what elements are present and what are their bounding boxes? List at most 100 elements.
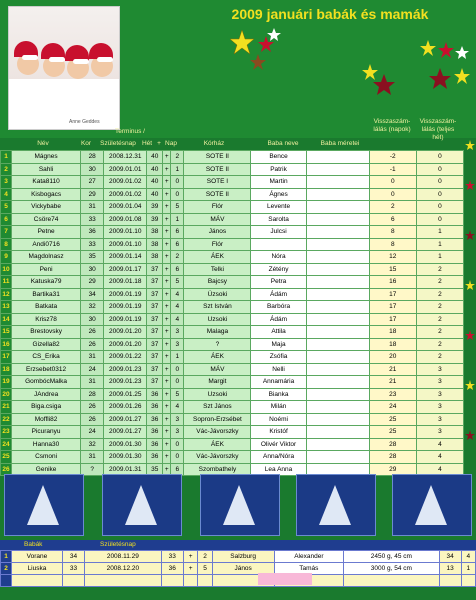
plus-sign: + (162, 375, 172, 389)
row-number: 6 (0, 212, 13, 226)
mothers-table: 1 Mágnes 28 2008.12.31 40 +2 SOTE II Bence -2 0 2 S… (0, 150, 465, 476)
hospital: Vác-Jávorszky (183, 425, 252, 439)
countdown-days: -2 (368, 150, 417, 164)
blanket (9, 79, 119, 129)
baby-size (305, 300, 370, 314)
baby-name: Noémi (250, 412, 307, 426)
empty-cell (182, 574, 199, 587)
due-date: 2009.01.14 (103, 250, 148, 264)
empty-cell (84, 574, 162, 587)
mother-age: 36 (80, 225, 105, 239)
table-row: 21 Biga.csiga 26 2009.01.26 36 +4 Szt János Mil… (0, 400, 465, 414)
week: 38 (146, 225, 164, 239)
table-row: 22 Moffli82 26 2009.01.27 36 +3 Sopron-Erzsébe… (0, 412, 465, 426)
day: 4 (170, 300, 185, 314)
mother-age: 31 (80, 375, 105, 389)
due-date: 2009.01.23 (103, 375, 148, 389)
countdown-days: 2 (368, 200, 417, 214)
countdown-weeks: 0 (415, 212, 465, 226)
day: 6 (170, 237, 185, 251)
row-number: 21 (0, 400, 13, 414)
baby-name: Barbóra (250, 300, 307, 314)
row-number: 4 (0, 187, 13, 201)
countdown-weeks: 4 (415, 450, 465, 464)
mother-name: GombócMalka (11, 375, 82, 389)
baby-name: Ádám (250, 312, 307, 326)
due-date: 2009.01.20 (103, 337, 148, 351)
hospital: ÁEK (183, 350, 252, 364)
header-area: Anne Geddes 2009 januári babák és mamák (0, 0, 476, 138)
baby-name: Zétény (250, 262, 307, 276)
mother-age: 28 (80, 150, 105, 164)
countdown-weeks: 0 (415, 150, 465, 164)
day: 0 (170, 450, 185, 464)
countdown-days: 34 (438, 550, 462, 563)
baby-size (305, 325, 370, 339)
countdown-days: 23 (368, 387, 417, 401)
mother-name: Kisbogacs (11, 187, 82, 201)
day: 1 (170, 162, 185, 176)
table-row: 17 CS_Erika 31 2009.01.22 37 +1 ÁEK Zsófia 20 2 (0, 350, 465, 364)
baby-name: Annamária (250, 375, 307, 389)
week: 40 (146, 187, 164, 201)
table-row: 2 Sahli 30 2009.01.01 40 +1 SOTE II Patrik -1 0 (0, 162, 465, 176)
row-number: 22 (0, 412, 13, 426)
row-number: 12 (0, 287, 13, 301)
row-number: 17 (0, 350, 13, 364)
col-header-korhaz: Kórház (203, 140, 225, 147)
baby-size (305, 275, 370, 289)
santa-hat-icon (41, 43, 65, 62)
col-header-v2: Visszaszám-lálás (teljes hét) (419, 118, 457, 141)
baby-size (305, 425, 370, 439)
mother-name: Picuranyu (11, 425, 82, 439)
baby-name: Alexander (273, 550, 345, 563)
plus-sign: + (162, 237, 172, 251)
countdown-days: 13 (438, 562, 462, 575)
baby-name: Zsófia (250, 350, 307, 364)
baby-size (305, 362, 370, 376)
plus-sign: + (162, 212, 172, 226)
table-row: 19 GombócMalka 31 2009.01.23 37 +0 Margit Annam… (0, 375, 465, 389)
due-date: 2009.01.01 (103, 162, 148, 176)
hospital: SOTE II (183, 162, 252, 176)
table-row: 12 Bartika31 34 2009.01.19 37 +4 Úzsoki Ádám 17 2 (0, 287, 465, 301)
baby-name: Bianka (250, 387, 307, 401)
due-date: 2009.01.22 (103, 350, 148, 364)
mother-name: Petne (11, 225, 82, 239)
tree-tile (4, 474, 84, 536)
due-date: 2009.01.27 (103, 425, 148, 439)
countdown-weeks: 3 (415, 375, 465, 389)
hospital: Szt János (183, 400, 252, 414)
countdown-weeks: 3 (415, 387, 465, 401)
due-date: 2009.01.23 (103, 362, 148, 376)
baby-name: Tamás (273, 562, 345, 575)
due-date: 2009.01.19 (103, 287, 148, 301)
birth-date: 2008.12.20 (84, 562, 162, 575)
baby-name: Nelli (250, 362, 307, 376)
born-header-szul: Születésnap (100, 541, 136, 548)
due-date: 2009.01.19 (103, 312, 148, 326)
due-date: 2009.01.19 (103, 300, 148, 314)
week: 37 (146, 300, 164, 314)
countdown-weeks: 3 (415, 412, 465, 426)
mother-name: Liuska (11, 562, 63, 575)
countdown-days: 18 (368, 325, 417, 339)
countdown-weeks: 0 (415, 200, 465, 214)
mother-age: 31 (80, 350, 105, 364)
plus-sign: + (162, 187, 172, 201)
mother-name: Mágnes (11, 150, 82, 164)
baby-size (305, 200, 370, 214)
week: 36 (146, 437, 164, 451)
mother-name: Brestovsky (11, 325, 82, 339)
mother-age: 29 (80, 187, 105, 201)
week: 37 (146, 275, 164, 289)
empty-cell (343, 574, 440, 587)
born-row: 1 Vorane 34 2008.11.29 33 +2 Salzburg Alexander… (0, 550, 476, 563)
mother-age: 26 (80, 337, 105, 351)
col-header-nap: Nap (165, 140, 177, 147)
week: 37 (146, 362, 164, 376)
row-number: 5 (0, 200, 13, 214)
day: 4 (170, 287, 185, 301)
mother-age: 24 (80, 362, 105, 376)
plus-sign: + (162, 450, 172, 464)
